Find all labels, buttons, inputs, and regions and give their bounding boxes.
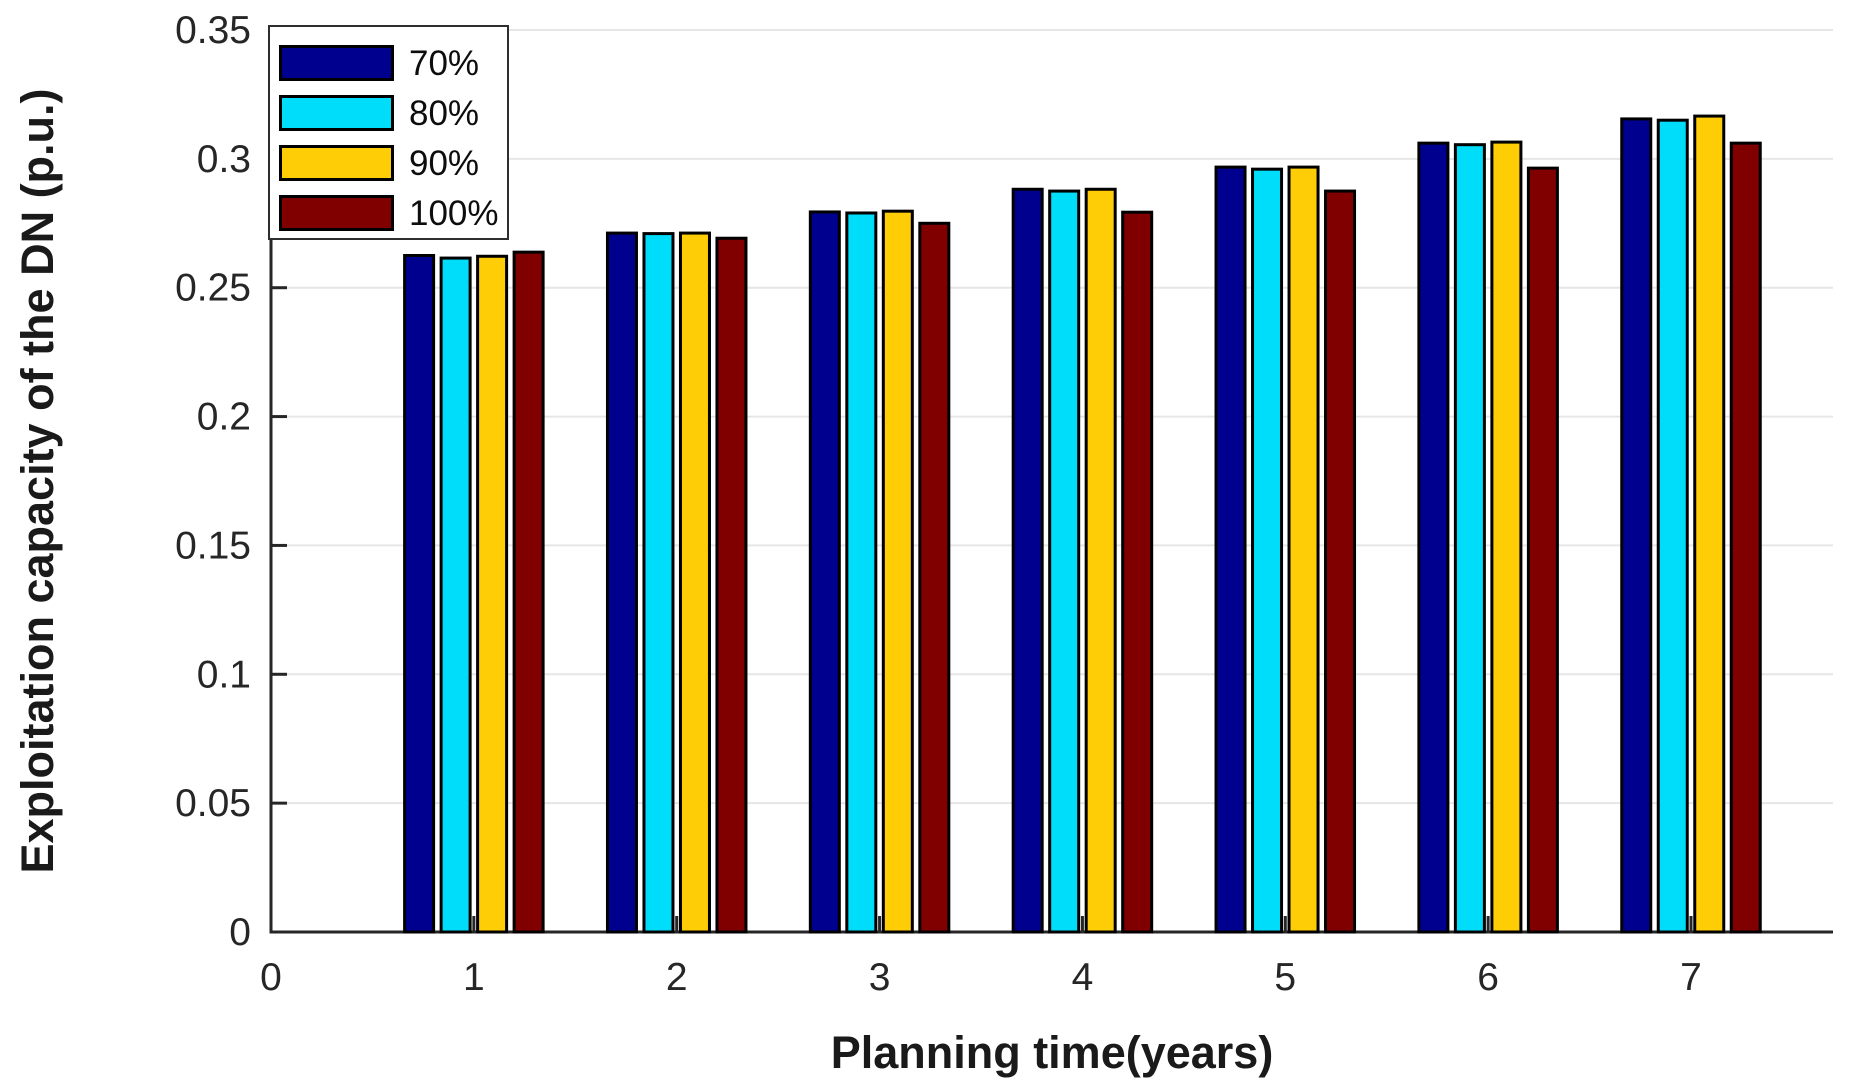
y-tick-label: 0.1: [197, 653, 251, 696]
legend-row-70%: 70%: [279, 38, 507, 88]
y-tick-label: 0.05: [175, 782, 251, 825]
bar-90%-year-4: [1084, 187, 1117, 934]
legend-label: 80%: [409, 93, 480, 133]
x-tick-label: 0: [260, 956, 282, 999]
legend-swatch-icon: [279, 145, 394, 181]
legend-row-100%: 100%: [279, 188, 507, 238]
bar-90%-year-3: [881, 209, 914, 934]
bar-100%-year-4: [1121, 210, 1154, 934]
y-tick-label: 0.25: [175, 267, 251, 310]
bar-70%-year-1: [403, 254, 436, 934]
y-tick-label: 0.35: [175, 9, 251, 52]
x-tick-label: 6: [1477, 956, 1499, 999]
y-tick-label: 0.3: [197, 138, 251, 181]
legend-row-90%: 90%: [279, 138, 507, 188]
bar-90%-year-2: [678, 231, 711, 934]
legend-label: 100%: [409, 193, 499, 233]
bar-80%-year-3: [845, 211, 878, 934]
legend-row-80%: 80%: [279, 88, 507, 138]
x-tick-label: 2: [666, 956, 688, 999]
bar-90%-year-6: [1490, 140, 1523, 934]
bar-70%-year-6: [1417, 141, 1450, 934]
y-tick-label: 0.2: [197, 396, 251, 439]
bar-70%-year-5: [1214, 165, 1247, 934]
bar-100%-year-2: [715, 236, 748, 934]
legend-label: 90%: [409, 143, 480, 183]
x-axis-title: Planning time(years): [830, 1027, 1274, 1078]
bar-70%-year-7: [1620, 117, 1653, 934]
bar-100%-year-5: [1324, 189, 1357, 934]
bar-70%-year-4: [1011, 187, 1044, 934]
x-tick-label: 7: [1680, 956, 1702, 999]
bar-100%-year-7: [1729, 141, 1762, 934]
bar-80%-year-4: [1048, 189, 1081, 934]
x-tick-label: 5: [1274, 956, 1296, 999]
x-tick-label: 1: [463, 956, 485, 999]
bar-70%-year-2: [605, 231, 638, 934]
bar-80%-year-7: [1656, 118, 1689, 934]
legend-swatch-icon: [279, 195, 394, 231]
legend: 70% 80% 90% 100%: [268, 25, 509, 240]
legend-swatch-icon: [279, 95, 394, 131]
bar-70%-year-3: [808, 210, 841, 934]
bar-100%-year-6: [1526, 166, 1559, 934]
bar-80%-year-1: [439, 256, 472, 934]
bar-90%-year-5: [1287, 165, 1320, 934]
bar-90%-year-7: [1693, 114, 1726, 934]
x-tick-label: 3: [869, 956, 891, 999]
legend-label: 70%: [409, 43, 480, 83]
bar-100%-year-3: [918, 221, 951, 934]
bar-80%-year-2: [642, 232, 675, 934]
y-tick-label: 0.15: [175, 524, 251, 567]
y-tick-label: 0: [229, 911, 251, 954]
legend-swatch-icon: [279, 45, 394, 81]
x-tick-label: 4: [1072, 956, 1094, 999]
y-axis-title: Exploitation capacity of the DN (p.u.): [12, 88, 63, 874]
bar-80%-year-5: [1251, 167, 1284, 934]
bar-100%-year-1: [512, 250, 545, 934]
bar-90%-year-1: [476, 254, 509, 934]
bar-80%-year-6: [1453, 143, 1486, 934]
